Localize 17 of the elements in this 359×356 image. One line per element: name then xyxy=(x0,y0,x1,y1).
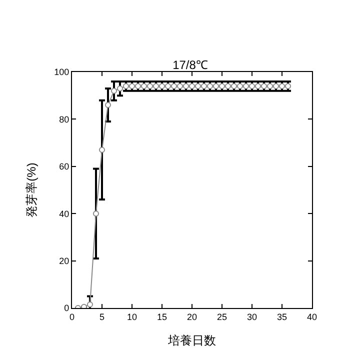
y-tick-label: 80 xyxy=(59,114,70,124)
y-tick-label: 20 xyxy=(59,256,70,266)
x-tick-label: 30 xyxy=(246,312,258,322)
y-tick-label: 100 xyxy=(54,67,70,78)
y-tick-label: 0 xyxy=(64,303,70,314)
y-axis-title: 発芽率(%) xyxy=(24,162,38,218)
y-tick-label: 40 xyxy=(59,208,70,219)
x-tick-label: 35 xyxy=(276,312,288,322)
x-tick-label: 40 xyxy=(306,312,318,322)
x-tick-label: 5 xyxy=(99,312,105,322)
x-tick-label: 25 xyxy=(216,312,228,322)
x-tick-label: 20 xyxy=(186,312,198,322)
x-axis-title: 培養日数 xyxy=(167,334,216,348)
x-tick-label: 10 xyxy=(126,312,138,322)
y-tick-label: 60 xyxy=(59,162,70,172)
chart-title: 17/8℃ xyxy=(172,58,208,72)
x-tick-label: 15 xyxy=(156,312,168,322)
